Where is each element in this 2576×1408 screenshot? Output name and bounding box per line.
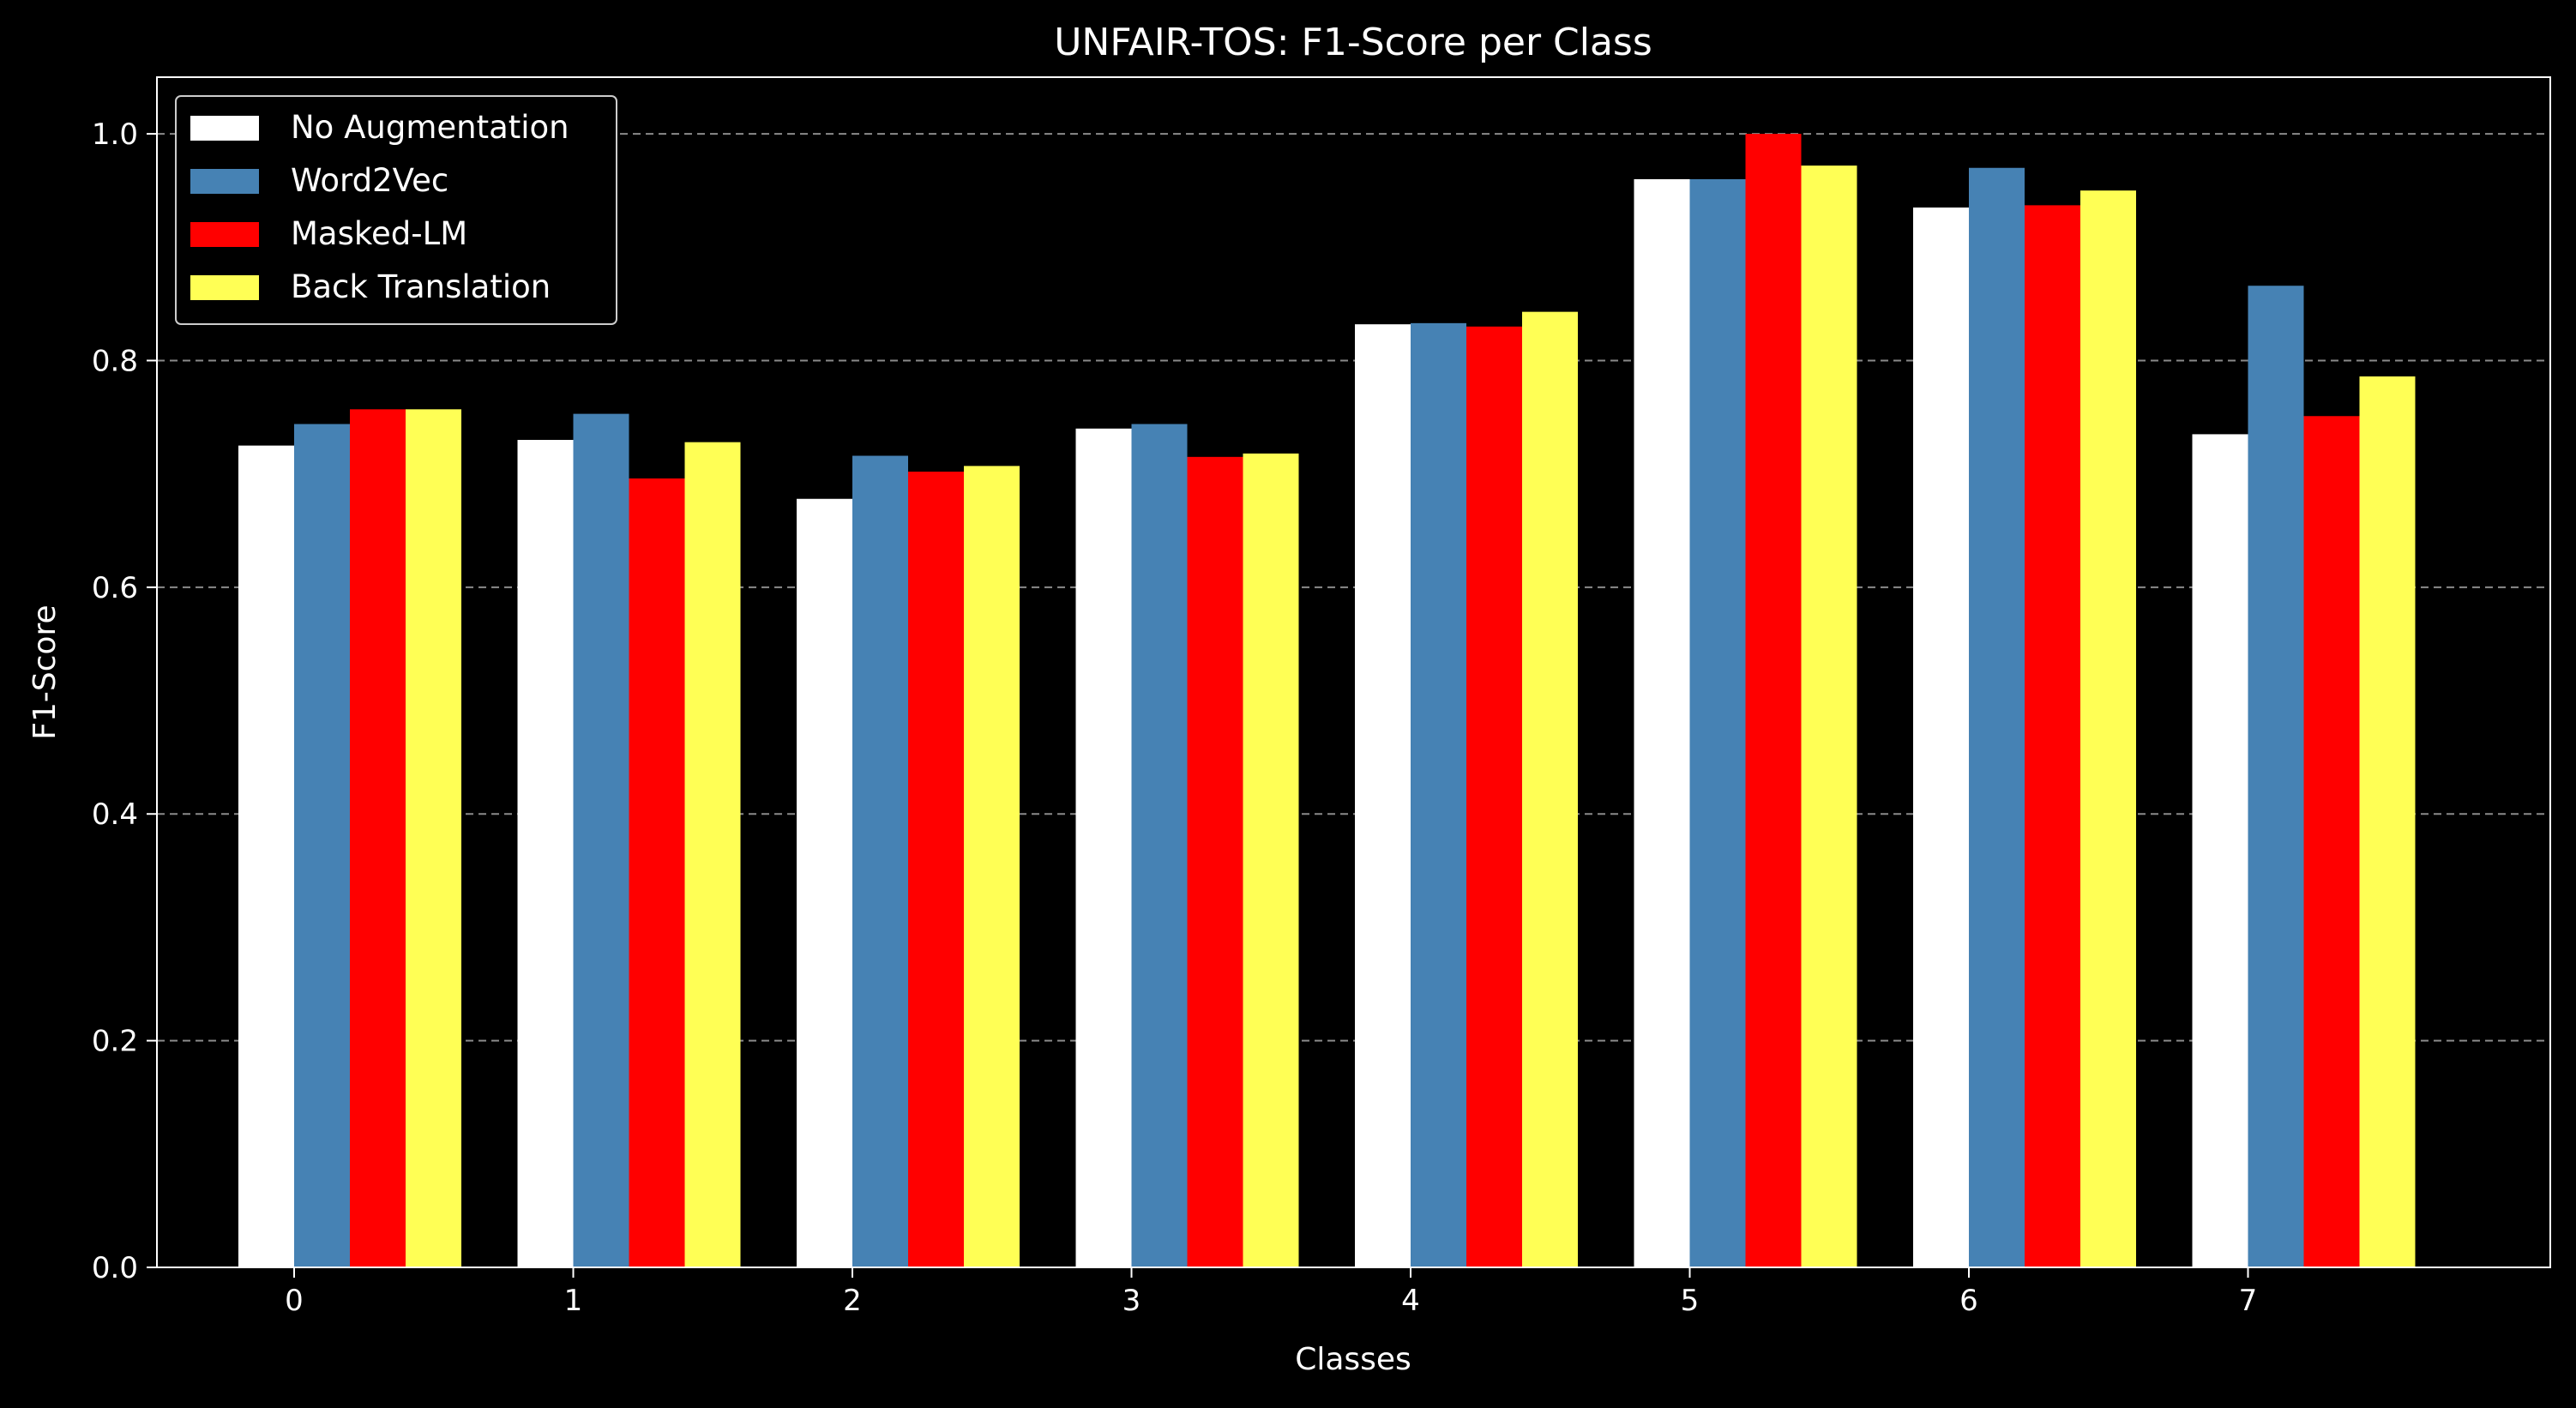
plot-frame [156,76,2551,1268]
bar-back-translation-class-3 [1243,453,1299,1267]
bar-word2vec-class-4 [1411,322,1466,1268]
bar-no-augmentation-class-3 [1075,428,1132,1267]
bar-masked-lm-class-6 [2025,205,2080,1267]
bar-back-translation-class-5 [1801,165,1857,1268]
y-tick-label-0: 0.0 [92,1251,138,1285]
x-tick-label-6: 6 [1959,1284,1978,1318]
bar-masked-lm-class-0 [350,409,406,1267]
bar-word2vec-class-3 [1131,424,1188,1267]
bar-no-augmentation-class-1 [517,440,574,1267]
chart-title: UNFAIR-TOS: F1-Score per Class [1054,21,1652,64]
bar-back-translation-class-0 [406,409,461,1267]
bar-no-augmentation-class-0 [238,445,294,1267]
x-tick-label-5: 5 [1681,1284,1700,1318]
bar-no-augmentation-class-7 [2192,434,2248,1267]
legend-label-0: No Augmentation [291,109,569,146]
bar-masked-lm-class-4 [1466,326,1522,1267]
y-tick-label-2: 0.4 [92,797,138,832]
legend-swatch-1 [190,169,259,194]
legend-swatch-2 [190,222,259,247]
x-tick-label-7: 7 [2239,1284,2258,1318]
legend-label-2: Masked-LM [291,215,467,252]
legend-frame [175,95,617,325]
bar-masked-lm-class-5 [1745,134,1802,1268]
bar-word2vec-class-1 [573,413,629,1267]
bar-back-translation-class-7 [2359,376,2416,1267]
bar-no-augmentation-class-5 [1634,178,1690,1267]
legend-label-3: Back Translation [291,268,551,305]
bar-back-translation-class-6 [2080,190,2136,1268]
bar-word2vec-class-6 [1969,167,2025,1267]
bar-back-translation-class-1 [684,442,741,1267]
x-tick-label-4: 4 [1401,1284,1420,1318]
bar-word2vec-class-7 [2248,286,2304,1267]
bar-word2vec-class-5 [1689,178,1746,1267]
bar-masked-lm-class-7 [2303,416,2360,1267]
x-tick-label-0: 0 [285,1284,304,1318]
bar-no-augmentation-class-2 [797,498,852,1267]
legend: No Augmentation Word2Vec Masked-LM Back Tra… [175,95,617,325]
y-tick-label-5: 1.0 [92,117,138,152]
y-tick-label-3: 0.6 [92,571,138,605]
y-tick-label-4: 0.8 [92,344,138,378]
x-tick-label-1: 1 [564,1284,583,1318]
bar-masked-lm-class-1 [629,478,685,1267]
bar-word2vec-class-2 [852,455,908,1267]
legend-label-1: Word2Vec [291,162,448,199]
x-tick-label-2: 2 [843,1284,862,1318]
axis-ticks: 0.0 0.2 0.4 0.6 0.8 1.0 0 1 2 3 4 5 6 7 [92,117,2257,1318]
bar-masked-lm-class-2 [908,472,964,1267]
legend-swatch-0 [190,116,259,141]
bar-back-translation-class-4 [1522,311,1578,1267]
x-tick-label-3: 3 [1122,1284,1141,1318]
bar-no-augmentation-class-6 [1913,208,1969,1267]
bar-no-augmentation-class-4 [1355,324,1411,1267]
bars [238,134,2416,1268]
legend-swatch-3 [190,275,259,300]
x-axis-label: Classes [1295,1342,1411,1377]
bar-masked-lm-class-3 [1187,456,1243,1267]
bar-back-translation-class-2 [964,466,1020,1267]
bar-word2vec-class-0 [294,424,350,1267]
y-axis-label: F1-Score [27,605,63,739]
y-tick-label-1: 0.2 [92,1025,138,1059]
